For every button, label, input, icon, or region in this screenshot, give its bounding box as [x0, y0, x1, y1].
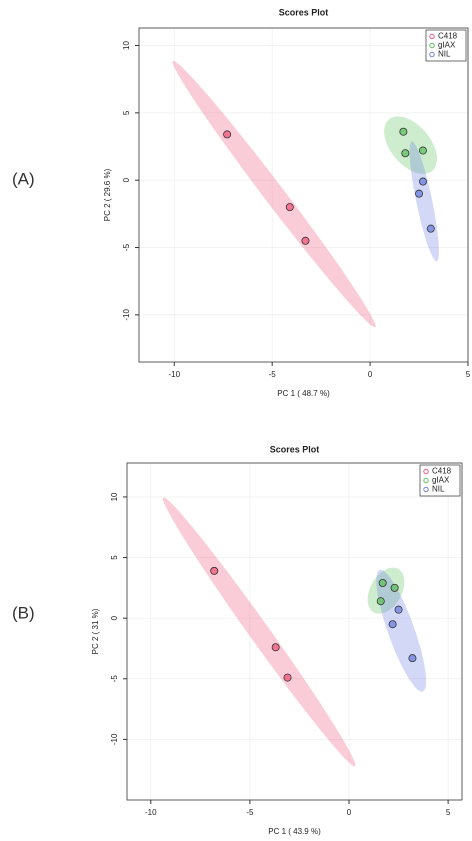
y-tick-label: 5 — [122, 110, 131, 115]
legend-marker — [429, 33, 435, 40]
confidence-ellipse — [384, 116, 437, 174]
legend-marker — [423, 477, 429, 484]
legend-label: gIAX — [432, 476, 450, 485]
legend-box — [425, 29, 467, 62]
chart-title: Scores Plot — [270, 444, 320, 454]
score-point — [394, 605, 403, 614]
legend-marker — [423, 468, 429, 475]
plot-frame — [138, 27, 469, 363]
y-tick-label: -5 — [110, 675, 119, 683]
y-tick-label: -10 — [110, 733, 119, 745]
x-tick-label: -10 — [168, 370, 180, 379]
score-point — [418, 146, 427, 155]
score-point — [401, 149, 410, 158]
legend-label: gIAX — [438, 41, 456, 50]
confidence-ellipse — [367, 567, 405, 614]
chart-title: Scores Plot — [279, 7, 329, 17]
score-point — [426, 224, 435, 233]
confidence-ellipse — [162, 497, 356, 767]
x-tick-label: -10 — [145, 808, 157, 817]
score-point — [283, 673, 292, 682]
x-tick-label: -5 — [269, 370, 277, 379]
legend-marker — [429, 51, 435, 58]
y-axis-label: PC 2 ( 29.6 %) — [103, 168, 112, 221]
legend-label: C418 — [438, 32, 458, 41]
y-tick-label: 0 — [122, 177, 131, 182]
x-tick-label: 5 — [446, 808, 451, 817]
legend-marker — [429, 42, 435, 49]
score-point — [390, 583, 399, 592]
score-point — [418, 177, 427, 186]
score-point — [415, 189, 424, 198]
x-tick-label: 0 — [368, 370, 373, 379]
x-axis-label: PC 1 ( 43.9 %) — [268, 827, 321, 836]
legend-label: NIL — [438, 50, 451, 59]
panel-label: (A) — [12, 169, 35, 188]
y-tick-label: 0 — [110, 615, 119, 620]
x-tick-label: -5 — [246, 808, 254, 817]
y-tick-label: -10 — [122, 309, 131, 321]
y-axis-label: PC 2 ( 31 %) — [91, 608, 100, 654]
legend-label: C418 — [432, 467, 452, 476]
plot-frame — [126, 462, 463, 801]
score-point — [301, 236, 310, 245]
score-point — [378, 579, 387, 588]
x-tick-label: 5 — [466, 370, 471, 379]
legend-marker — [423, 486, 429, 493]
score-point — [271, 643, 280, 652]
score-point — [223, 130, 232, 139]
x-tick-label: 0 — [347, 808, 352, 817]
score-point — [399, 127, 408, 136]
x-axis-label: PC 1 ( 48.7 %) — [277, 389, 330, 398]
y-tick-label: 10 — [122, 41, 131, 50]
y-tick-label: 10 — [110, 492, 119, 501]
confidence-ellipse — [172, 60, 376, 328]
score-point — [388, 620, 397, 629]
y-tick-label: -5 — [122, 243, 131, 251]
legend-label: NIL — [432, 485, 445, 494]
legend-box — [419, 464, 461, 497]
score-point — [376, 597, 385, 606]
y-tick-label: 5 — [110, 555, 119, 560]
score-point — [408, 654, 417, 663]
score-point — [285, 203, 294, 212]
score-point — [210, 566, 219, 575]
panel-label: (B) — [12, 603, 35, 622]
